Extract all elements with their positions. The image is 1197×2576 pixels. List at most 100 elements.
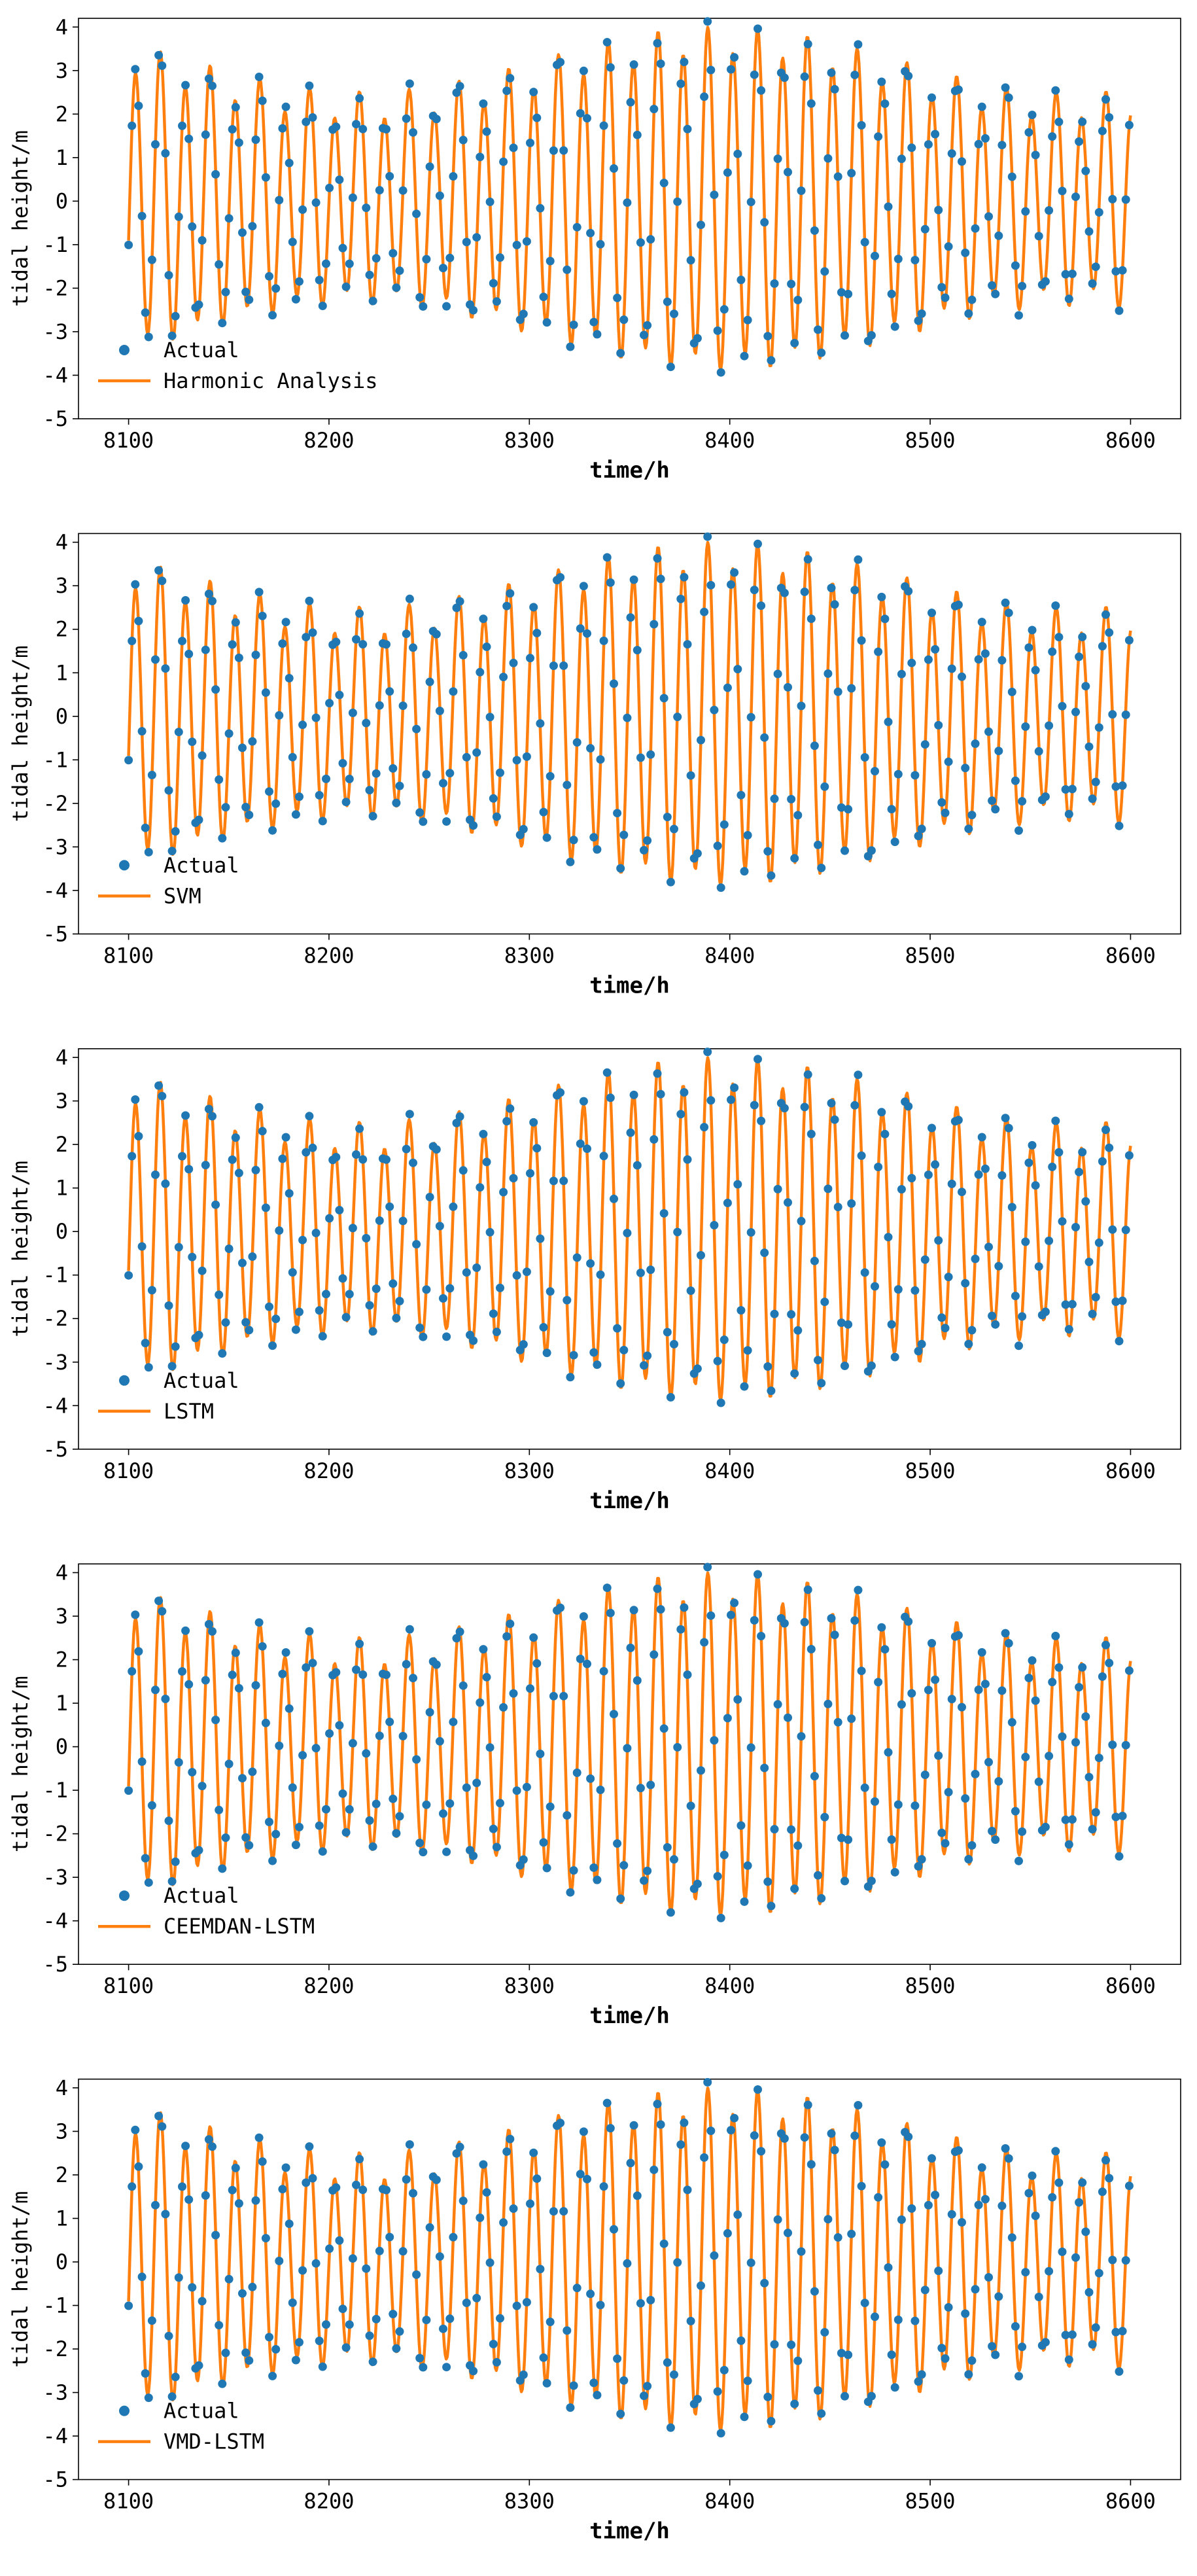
data-point-actual <box>556 1603 565 1612</box>
data-point-actual <box>750 1615 759 1625</box>
x-tick-label: 8600 <box>1105 1973 1156 1998</box>
data-point-actual <box>158 2122 167 2131</box>
data-point-actual <box>754 2085 762 2094</box>
data-point-actual <box>576 1654 585 1663</box>
data-point-actual <box>656 574 665 584</box>
data-point-actual <box>670 824 678 834</box>
data-point-actual <box>971 1254 980 1263</box>
data-point-actual <box>980 2195 990 2204</box>
data-point-actual <box>1051 2147 1060 2156</box>
data-point-actual <box>271 2345 281 2354</box>
data-point-actual <box>1094 1238 1103 1247</box>
data-point-actual <box>583 114 591 123</box>
data-point-actual <box>1121 195 1130 204</box>
data-point-actual <box>686 2316 695 2325</box>
data-point-actual <box>867 1877 876 1886</box>
data-point-actual <box>215 775 224 784</box>
data-point-actual <box>824 1699 833 1708</box>
y-tick-label: 2 <box>56 1648 68 1672</box>
data-point-actual <box>469 306 478 315</box>
data-point-actual <box>893 1800 903 1809</box>
data-point-actual <box>1051 1116 1060 1125</box>
data-point-actual <box>623 198 632 207</box>
data-point-actual <box>128 1152 137 1161</box>
data-point-actual <box>917 824 926 834</box>
data-point-actual <box>971 2285 980 2294</box>
data-point-actual <box>469 821 478 830</box>
series-line-prediction <box>127 1571 1132 1917</box>
y-axis-label: tidal height/m <box>8 130 33 307</box>
data-point-actual <box>663 813 672 822</box>
y-axis-label: tidal height/m <box>8 1161 33 1337</box>
data-point-actual <box>787 2340 796 2350</box>
data-point-actual <box>693 1879 702 1888</box>
data-point-actual <box>258 2157 267 2166</box>
data-point-actual <box>793 1841 803 1850</box>
data-point-actual <box>820 782 829 791</box>
data-point-actual <box>432 1660 441 1669</box>
data-point-actual <box>964 824 973 834</box>
data-point-actual <box>616 1379 625 1388</box>
data-point-actual <box>1034 232 1043 241</box>
data-point-actual <box>887 1320 896 1329</box>
data-point-actual <box>599 636 608 645</box>
data-point-actual <box>425 162 434 171</box>
data-point-actual <box>335 175 344 185</box>
data-point-actual <box>1054 1148 1064 1157</box>
data-point-actual <box>278 124 287 133</box>
data-point-actual <box>221 1318 230 1327</box>
data-point-actual <box>676 594 685 603</box>
data-point-actual <box>332 637 341 646</box>
data-point-actual <box>161 664 170 673</box>
data-point-actual <box>415 2354 425 2363</box>
data-point-actual <box>944 242 953 251</box>
data-point-actual <box>368 811 377 820</box>
data-point-actual <box>680 58 689 67</box>
data-point-actual <box>211 169 220 179</box>
data-point-actual <box>920 1255 929 1264</box>
data-point-actual <box>218 1349 227 1358</box>
data-point-actual <box>131 580 140 589</box>
data-point-actual <box>941 1839 950 1848</box>
data-point-actual <box>1058 1217 1067 1226</box>
data-point-actual <box>656 1605 665 1614</box>
data-point-actual <box>1124 1666 1134 1675</box>
data-point-actual <box>365 2331 374 2340</box>
data-point-actual <box>1034 1777 1043 1786</box>
data-point-actual <box>147 1286 156 1295</box>
data-point-actual <box>814 2386 822 2395</box>
data-point-actual <box>1031 150 1040 160</box>
data-point-actual <box>807 614 816 624</box>
data-point-actual <box>251 1681 260 1690</box>
data-point-actual <box>754 24 762 33</box>
data-point-actual <box>994 747 1003 756</box>
x-axis-label: time/h <box>589 2518 670 2545</box>
data-point-actual <box>198 1266 207 1275</box>
data-point-actual <box>974 1170 983 1179</box>
data-point-actual <box>325 699 334 708</box>
data-point-actual <box>362 2264 371 2273</box>
data-point-actual <box>673 1742 682 1752</box>
data-point-actual <box>271 1829 281 1839</box>
data-point-actual <box>737 1821 746 1830</box>
data-point-actual <box>907 143 916 152</box>
data-point-actual <box>275 1226 284 1235</box>
data-point-actual <box>522 237 531 246</box>
data-point-actual <box>1051 1631 1060 1640</box>
data-point-actual <box>234 138 243 147</box>
data-point-actual <box>365 270 374 279</box>
data-point-actual <box>1004 1639 1013 1648</box>
data-point-actual <box>1045 1752 1054 1761</box>
data-point-actual <box>245 1326 254 1335</box>
data-point-actual <box>586 744 595 753</box>
data-point-actual <box>509 1689 518 1698</box>
data-point-actual <box>984 1757 993 1767</box>
data-point-actual <box>194 1846 203 1855</box>
data-point-actual <box>1118 781 1127 790</box>
data-point-actual <box>536 1750 545 1758</box>
x-tick-label: 8200 <box>304 2489 354 2514</box>
data-point-actual <box>967 811 977 820</box>
data-point-actual <box>392 798 401 807</box>
data-point-actual <box>258 1127 267 1136</box>
x-tick-label: 8500 <box>905 1973 956 1998</box>
